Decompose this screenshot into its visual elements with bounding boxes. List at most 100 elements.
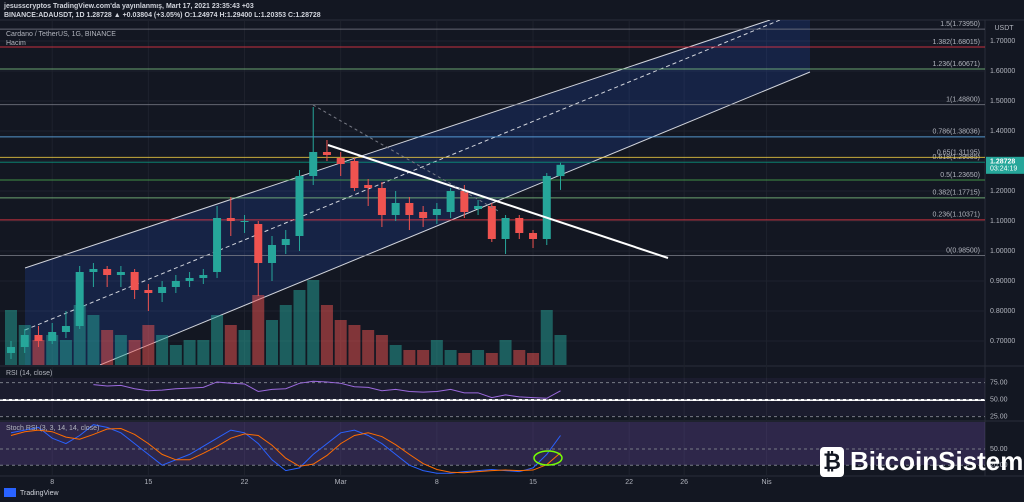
candles <box>6 107 565 359</box>
y-tick-label: 75.00 <box>990 379 1008 386</box>
volume-bar <box>59 340 72 365</box>
watermark-icon-glyph: ₿ <box>823 449 841 474</box>
candle-body <box>254 224 263 263</box>
candle-body <box>34 335 43 341</box>
channel-mid <box>24 20 781 331</box>
indicator-line <box>10 427 561 474</box>
y-tick-label: 1.70000 <box>990 38 1015 45</box>
volume-bar <box>87 315 100 365</box>
volume-bar <box>252 295 265 365</box>
candle-body <box>75 272 84 326</box>
candle-body <box>432 209 441 215</box>
symbol-info: BINANCE:ADAUSDT, 1D 1.28728 ▲ +0.03804 (… <box>4 12 321 19</box>
candle-body <box>295 176 304 236</box>
candle-body <box>391 203 400 215</box>
stoch-title: Stoch RSI (3, 3, 14, 14, close) <box>6 425 99 432</box>
x-tick-label: 26 <box>680 479 688 486</box>
volume-bar <box>362 330 375 365</box>
candle-body <box>20 335 29 347</box>
volume-bar <box>211 315 224 365</box>
brand-logo <box>4 488 16 497</box>
candle-body <box>281 239 290 245</box>
volume-bar <box>430 340 443 365</box>
volume-bar <box>128 340 141 365</box>
candle-body <box>268 245 277 263</box>
volume-bar <box>114 335 127 365</box>
volume-bar <box>513 350 526 365</box>
volume-bar <box>334 320 347 365</box>
axes: 8 15 22 Mar 8 15 22 26 Nis 0.70000 0.80000 0.90000 1… <box>50 38 1024 486</box>
volume-bar <box>293 290 306 365</box>
candle-body <box>226 218 235 221</box>
y-tick-label: 0.70000 <box>990 338 1015 345</box>
candle-body <box>515 218 524 233</box>
volume-bar <box>485 353 498 365</box>
volume-bar <box>320 305 333 365</box>
candle-body <box>116 272 125 275</box>
axis-unit: USDT <box>994 25 1014 32</box>
volume-bar <box>156 335 169 365</box>
fib-label: 0(0.98500) <box>946 247 980 254</box>
volume-bar <box>375 335 388 365</box>
volume-bar <box>348 325 361 365</box>
candle-body <box>350 161 359 188</box>
fib-label: 1.5(1.73950) <box>940 21 980 28</box>
fib-label: 0.236(1.10371) <box>933 212 980 219</box>
candle-body <box>377 188 386 215</box>
fib-label: 0.382(1.17715) <box>933 190 980 197</box>
price-tag-label: 1.28728 <box>990 159 1015 166</box>
candle-body <box>336 158 345 164</box>
fib-label: 0.65(1.31195) <box>937 149 980 156</box>
candle-body <box>240 221 249 222</box>
y-tick-label: 1.60000 <box>990 68 1015 75</box>
volume-bar <box>142 325 155 365</box>
candle-body <box>158 287 167 293</box>
candle-body <box>171 281 180 287</box>
candle-body <box>364 185 373 188</box>
candle-body <box>213 218 222 272</box>
candle-body <box>487 206 496 239</box>
fib-label: 1.236(1.60671) <box>933 61 980 68</box>
candle-body <box>419 212 428 218</box>
x-tick-label: Nis <box>762 479 773 486</box>
volume-bar <box>183 340 196 365</box>
y-tick-label: 25.00 <box>990 413 1008 420</box>
x-tick-label: 8 <box>435 479 439 486</box>
highlight-circle <box>533 450 563 466</box>
candle-body <box>474 206 483 209</box>
volume-bar <box>224 325 237 365</box>
volume-bar <box>101 330 114 365</box>
channel-fill <box>25 20 810 365</box>
x-tick-label: 22 <box>241 479 249 486</box>
volume-bar <box>389 345 402 365</box>
volume-bar <box>169 345 182 365</box>
candle-body <box>446 191 455 212</box>
trendline <box>327 144 669 259</box>
candle-body <box>556 164 565 177</box>
volume <box>4 280 567 365</box>
volume-bar <box>554 335 567 365</box>
fib-label: 0.786(1.38036) <box>933 129 980 136</box>
x-tick-label: 22 <box>625 479 633 486</box>
x-tick-label: Mar <box>335 479 348 486</box>
volume-bar <box>279 305 292 365</box>
rsi-title: RSI (14, close) <box>6 370 52 377</box>
candle-body <box>322 152 331 155</box>
candle-body <box>405 203 414 215</box>
brand: TradingView <box>20 490 59 497</box>
volume-bar <box>417 350 430 365</box>
volume-bar <box>403 350 416 365</box>
publish-info: jesusscryptos TradingView.com'da yayınla… <box>3 3 254 10</box>
x-tick-label: 15 <box>144 479 152 486</box>
volume-bar <box>540 310 553 365</box>
y-tick-label: 50.00 <box>990 446 1008 453</box>
watermark-icon <box>820 447 844 477</box>
y-tick-label: 1.40000 <box>990 128 1015 135</box>
volume-label: Hacim <box>6 40 26 47</box>
candle-body <box>529 233 538 239</box>
volume-bar <box>238 330 251 365</box>
volume-bar <box>472 350 485 365</box>
fib-label: 1(1.48800) <box>946 96 980 103</box>
y-tick-label: 1.20000 <box>990 188 1015 195</box>
